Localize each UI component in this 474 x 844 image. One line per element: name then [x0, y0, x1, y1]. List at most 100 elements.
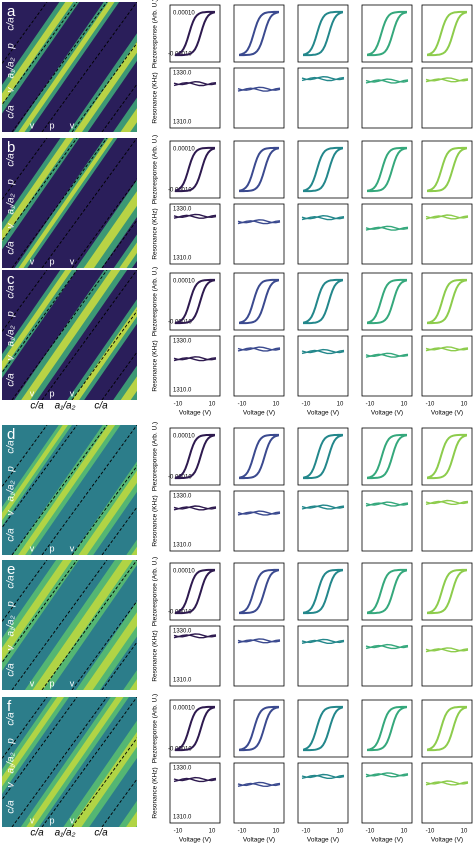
- wall-label: p: [49, 388, 54, 398]
- stripe-core: [78, 470, 137, 555]
- stripe: [2, 560, 79, 671]
- resonance-curve: [365, 773, 409, 778]
- domain-label: c/a: [6, 241, 17, 255]
- resonance-curve: [173, 357, 217, 362]
- hysteresis-loop: [427, 705, 467, 752]
- stripe-core: [71, 731, 137, 827]
- y-tick-label: 1330.0: [173, 71, 192, 77]
- hysteresis-loop: [175, 568, 215, 615]
- x-tick-label: -10: [302, 402, 311, 408]
- piezo-frame: [421, 272, 473, 331]
- wall-label: v: [70, 815, 75, 825]
- y-axis-label: Piezoresponse (Arb. U.): [152, 557, 159, 626]
- panel-letter: b: [7, 139, 15, 156]
- domain-label: a₁/a₂: [6, 57, 17, 78]
- domain-wall: [101, 506, 137, 555]
- piezo-frame: [233, 427, 285, 486]
- piezo-frame: [297, 562, 349, 621]
- stripe-core: [2, 2, 74, 105]
- wall-label: v: [70, 120, 75, 130]
- res-frame: [169, 490, 221, 552]
- domain-wall: [11, 2, 108, 132]
- hysteresis-loop: [427, 278, 467, 325]
- domain-label: c/a: [6, 440, 17, 454]
- y-tick-label: 1310.0: [173, 678, 192, 684]
- map: [2, 138, 137, 268]
- domain-wall: [101, 83, 137, 132]
- x-tick-label: 10: [337, 402, 344, 408]
- domain-wall: [41, 560, 137, 690]
- y-tick-label: 1330.0: [173, 494, 192, 500]
- domain-label: a₁/a₂: [6, 325, 17, 346]
- res-frame: [297, 490, 349, 552]
- domain-label: p: [6, 738, 17, 745]
- domain-wall: [71, 600, 137, 690]
- y-axis-label: Piezoresponse (Arb. U.): [152, 267, 159, 336]
- domain-label: v: [6, 782, 17, 788]
- res-frame: [421, 625, 473, 687]
- res-frame: [421, 490, 473, 552]
- domain-wall: [71, 465, 137, 555]
- wall-label: v: [30, 815, 35, 825]
- domain-wall: [11, 697, 108, 827]
- footer-label: a₁/a₂: [55, 828, 76, 839]
- resonance-curve: [301, 349, 345, 355]
- piezo-frame: [421, 140, 473, 199]
- piezo-frame: [297, 140, 349, 199]
- hysteresis-loop: [303, 433, 343, 480]
- resonance-curve: [365, 644, 409, 650]
- piezo-frame: [233, 140, 285, 199]
- y-axis-label: Resonance (KHz): [152, 495, 159, 546]
- stripe: [76, 180, 137, 268]
- wall-label: v: [70, 678, 75, 688]
- resonance-curve: [237, 782, 281, 788]
- y-tick-label: 1330.0: [173, 339, 192, 345]
- stripe-core: [83, 612, 137, 690]
- wall-label: v: [30, 120, 35, 130]
- resonance-curve: [301, 505, 345, 510]
- y-tick-label: 1330.0: [173, 207, 192, 213]
- stripe-core: [126, 811, 137, 827]
- piezo-frame: [233, 4, 285, 63]
- piezo-frame: [421, 699, 473, 758]
- x-tick-label: -10: [366, 829, 375, 835]
- stripe-core: [18, 425, 116, 555]
- stripe-core: [2, 560, 72, 662]
- y-axis-label: Piezoresponse (Arb. U.): [152, 0, 159, 68]
- x-tick-label: -10: [174, 829, 183, 835]
- resonance-curve: [173, 81, 217, 87]
- hysteresis-loop: [367, 146, 407, 193]
- wall-label: v: [30, 388, 35, 398]
- stripe-core: [129, 679, 137, 690]
- res-frame: [169, 203, 221, 265]
- hysteresis-loop: [427, 146, 467, 193]
- domain-label: c/a: [6, 373, 17, 387]
- y-tick-label: 0.00010: [173, 279, 195, 285]
- domain-label: c/a: [6, 575, 17, 589]
- piezo-frame: [361, 699, 413, 758]
- y-tick-label: 1330.0: [173, 629, 192, 635]
- piezo-frame: [297, 272, 349, 331]
- domain-label: c/a: [6, 153, 17, 167]
- hysteresis-loop: [239, 10, 279, 57]
- res-frame: [169, 335, 221, 397]
- panel-letter: c: [7, 271, 15, 288]
- domain-label: p: [6, 466, 17, 473]
- piezo-frame: [361, 140, 413, 199]
- stripe: [67, 299, 137, 400]
- hysteresis-loop: [367, 705, 407, 752]
- piezo-frame: [169, 562, 221, 621]
- domain-label: c/a: [6, 105, 17, 119]
- piezo-frame: [169, 427, 221, 486]
- y-tick-label: 1310.0: [173, 388, 192, 394]
- stripe-core: [131, 546, 137, 555]
- wall-label: v: [30, 678, 35, 688]
- domain-label: v: [6, 223, 17, 229]
- resonance-curve: [301, 639, 345, 644]
- stripe: [2, 2, 80, 114]
- x-axis-label: Voltage (V): [371, 410, 403, 417]
- stripe-core: [2, 697, 65, 787]
- hysteresis-loop: [303, 10, 343, 57]
- y-tick-label: 0.00010: [173, 434, 195, 440]
